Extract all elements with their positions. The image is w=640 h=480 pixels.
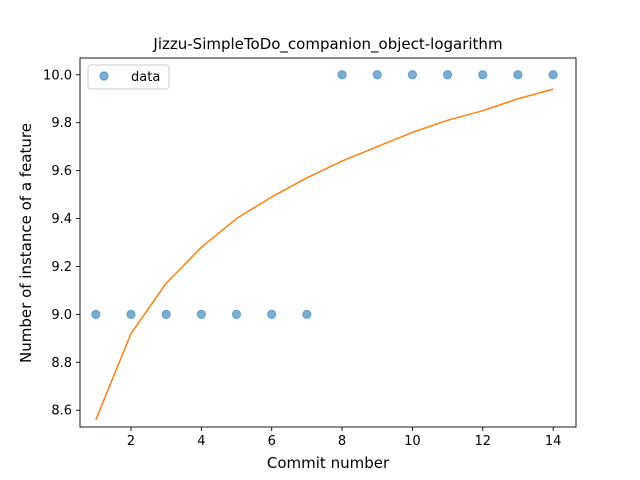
- data-point: [372, 70, 382, 80]
- data-point: [302, 309, 312, 319]
- x-tick-label: 2: [127, 434, 135, 449]
- data-point: [407, 70, 418, 80]
- data-point: [161, 309, 171, 319]
- data-point: [126, 309, 136, 319]
- y-tick-label: 9.2: [51, 260, 72, 275]
- y-tick-label: 8.6: [51, 404, 72, 419]
- data-point: [196, 309, 206, 319]
- plot-group: 2 4 6 8 10 12 14 8.6 8.8 9.0 9.2 9.4 9.6 9.8 10.0 data: [43, 57, 577, 449]
- data-point: [478, 70, 488, 80]
- y-tick-label: 9.4: [51, 212, 72, 227]
- data-point: [513, 70, 523, 80]
- legend-box: [87, 64, 170, 90]
- x-tick-label: 12: [475, 434, 492, 449]
- chart-title: Jizzu-SimpleToDo_companion_object-logari…: [152, 35, 502, 54]
- y-tick-label: 9.6: [51, 164, 72, 179]
- data-point: [231, 309, 242, 319]
- y-tick-label: 9.0: [51, 308, 72, 323]
- x-tick-label: 10: [404, 434, 421, 449]
- data-point: [267, 309, 277, 319]
- x-tick-label: 6: [268, 434, 276, 449]
- y-tick-label: 9.8: [51, 116, 72, 131]
- legend-marker: [99, 71, 109, 81]
- data-point: [548, 70, 558, 80]
- y-tick-label: 8.8: [51, 356, 72, 371]
- x-tick-label: 14: [545, 434, 562, 449]
- x-tick-label: 8: [338, 434, 346, 449]
- data-point: [91, 309, 101, 319]
- data-point: [442, 70, 453, 80]
- y-tick-label: 10.0: [43, 68, 72, 83]
- data-point: [337, 70, 347, 80]
- x-tick-label: 4: [197, 434, 205, 449]
- fit-line: [95, 88, 554, 421]
- legend-label: data: [131, 70, 160, 85]
- x-axis-label: Commit number: [267, 454, 390, 472]
- y-axis-label: Number of instance of a feature: [17, 123, 35, 363]
- plot-frame: [79, 57, 577, 428]
